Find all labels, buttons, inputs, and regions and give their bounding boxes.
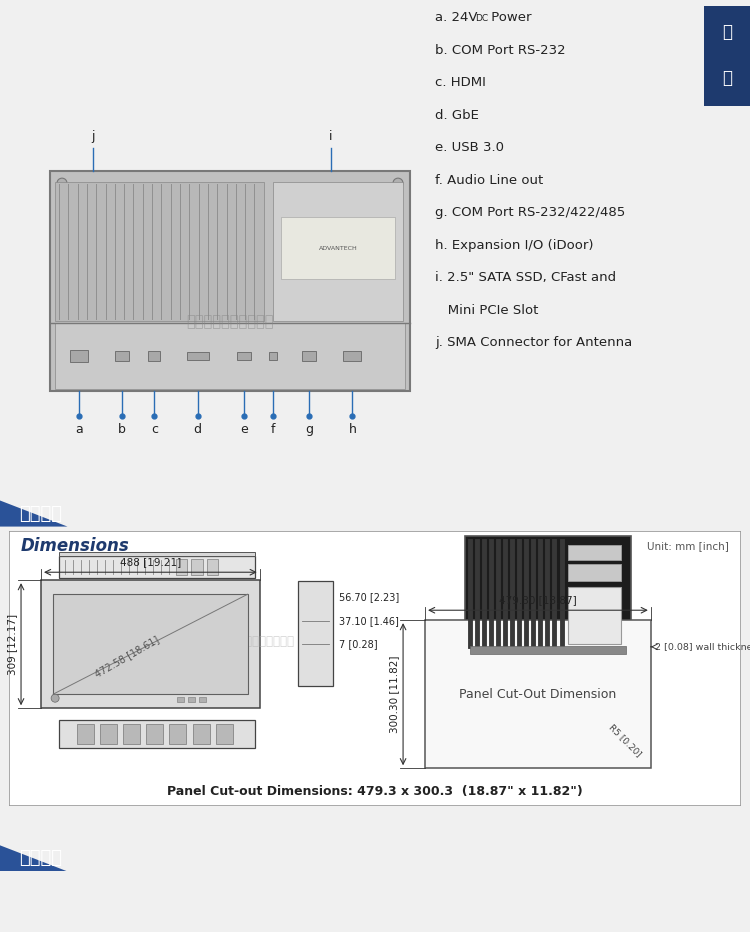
Bar (206, 559, 218, 575)
Text: d: d (194, 423, 202, 436)
Bar (170, 724, 187, 744)
Bar (115, 351, 129, 362)
Text: g: g (305, 423, 314, 436)
Bar (281, 217, 394, 280)
Text: 深圳硕远科技有限公司: 深圳硕远科技有限公司 (186, 314, 274, 329)
Text: c: c (151, 423, 158, 436)
Bar (188, 697, 195, 702)
Bar (55, 182, 264, 321)
Text: 300.30 [11.82]: 300.30 [11.82] (389, 655, 399, 733)
Bar (344, 351, 362, 362)
Bar (238, 352, 251, 361)
Bar (176, 559, 188, 575)
Polygon shape (0, 500, 68, 527)
Bar (146, 724, 164, 744)
Text: f. Audio Line out: f. Audio Line out (435, 173, 543, 186)
Bar (273, 182, 403, 321)
Bar (53, 595, 248, 694)
Bar (41, 581, 260, 708)
Text: Dimensions: Dimensions (21, 537, 130, 555)
Circle shape (57, 375, 67, 384)
Text: 面: 面 (722, 69, 732, 87)
Text: a: a (75, 423, 82, 436)
Text: i. 2.5" SATA SSD, CFast and: i. 2.5" SATA SSD, CFast and (435, 271, 616, 284)
Text: j: j (92, 130, 95, 144)
Bar (191, 559, 202, 575)
Bar (187, 352, 209, 361)
Text: DC: DC (475, 14, 488, 23)
Bar (77, 724, 94, 744)
Text: d. GbE: d. GbE (435, 109, 478, 121)
Circle shape (393, 178, 403, 188)
Text: h: h (349, 423, 356, 436)
Text: 产品参数: 产品参数 (19, 504, 62, 523)
Bar (55, 323, 405, 390)
Bar (704, 6, 750, 106)
Text: h. Expansion I/O (iDoor): h. Expansion I/O (iDoor) (435, 239, 593, 252)
Bar (199, 697, 206, 702)
Circle shape (57, 178, 67, 188)
Bar (568, 564, 621, 581)
Text: 7 [0.28]: 7 [0.28] (339, 639, 377, 650)
Text: 472.58 [18.61]: 472.58 [18.61] (93, 634, 161, 678)
Text: i: i (329, 130, 332, 144)
Bar (298, 582, 333, 686)
Bar (568, 586, 621, 644)
Text: 479.30 [18.87]: 479.30 [18.87] (499, 596, 577, 605)
Bar (100, 724, 117, 744)
Text: e: e (241, 423, 248, 436)
Text: b. COM Port RS-232: b. COM Port RS-232 (435, 44, 566, 57)
Text: Power: Power (487, 11, 532, 24)
Bar (425, 620, 651, 768)
Text: 深圳硕远科技有限公司: 深圳硕远科技有限公司 (225, 635, 295, 648)
Bar (215, 724, 232, 744)
Text: ADVANTECH: ADVANTECH (319, 246, 357, 252)
Text: 2 [0.08] wall thickness: 2 [0.08] wall thickness (655, 642, 750, 651)
Text: g. COM Port RS-232/422/485: g. COM Port RS-232/422/485 (435, 206, 626, 219)
Text: a. 24V: a. 24V (435, 11, 478, 24)
Bar (302, 351, 316, 362)
Text: Panel Cut-Out Dimension: Panel Cut-Out Dimension (459, 688, 616, 701)
Bar (59, 556, 255, 578)
Text: Mini PCIe Slot: Mini PCIe Slot (435, 304, 538, 317)
Text: 37.10 [1.46]: 37.10 [1.46] (339, 616, 399, 626)
Text: c. HDMI: c. HDMI (435, 76, 486, 89)
Circle shape (393, 375, 403, 384)
Bar (269, 352, 278, 361)
Text: 488 [19.21]: 488 [19.21] (120, 557, 181, 568)
Text: Unit: mm [inch]: Unit: mm [inch] (647, 541, 729, 551)
Text: j. SMA Connector for Antenna: j. SMA Connector for Antenna (435, 336, 632, 350)
Text: 309 [12.17]: 309 [12.17] (7, 613, 17, 675)
Text: 背: 背 (722, 23, 732, 41)
Text: 产品配置: 产品配置 (19, 849, 62, 868)
Bar (59, 553, 255, 556)
Text: b: b (118, 423, 126, 436)
Bar (465, 536, 631, 656)
Polygon shape (0, 845, 68, 871)
Circle shape (51, 694, 59, 702)
Bar (148, 351, 160, 362)
Text: f: f (271, 423, 275, 436)
Bar (50, 171, 410, 391)
Text: R5 [0.20]: R5 [0.20] (607, 722, 643, 759)
Bar (568, 544, 621, 560)
Bar (59, 720, 255, 748)
Bar (470, 646, 626, 654)
Bar (123, 724, 140, 744)
Bar (70, 350, 88, 363)
Text: e. USB 3.0: e. USB 3.0 (435, 141, 504, 154)
Text: Panel Cut-out Dimensions: 479.3 x 300.3  (18.87" x 11.82"): Panel Cut-out Dimensions: 479.3 x 300.3 … (167, 785, 583, 798)
Bar (176, 697, 184, 702)
Text: 56.70 [2.23]: 56.70 [2.23] (339, 592, 399, 602)
Bar (193, 724, 209, 744)
